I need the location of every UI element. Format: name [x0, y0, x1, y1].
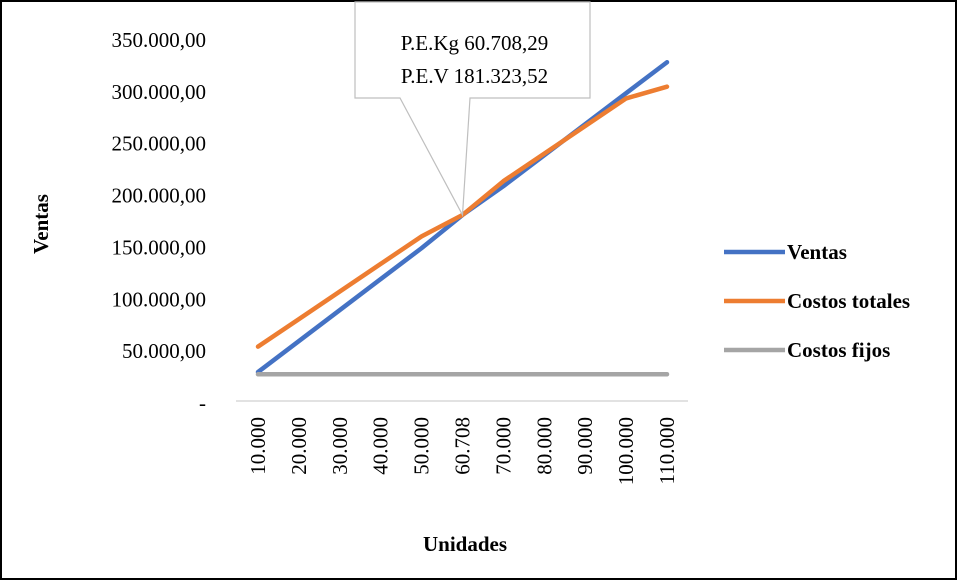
legend-label: Costos fijos [787, 338, 890, 362]
y-tick-label: 200.000,00 [112, 184, 207, 208]
x-tick-label: 80.000 [532, 417, 556, 475]
y-axis-title: Ventas [29, 194, 53, 254]
y-tick-label: 50.000,00 [122, 339, 206, 363]
x-tick-label: 90.000 [573, 417, 597, 475]
y-tick-label: 250.000,00 [112, 132, 207, 156]
x-axis-title: Unidades [423, 532, 507, 556]
legend: Ventas Costos totales Costos fijos [724, 240, 910, 362]
legend-label: Ventas [787, 240, 847, 264]
x-tick-label: 60.708 [451, 417, 475, 475]
callout-box [354, 1, 591, 218]
x-tick-label: 110.000 [655, 417, 679, 484]
x-tick-label: 10.000 [246, 417, 270, 475]
x-axis-tick-labels: 10.000 20.000 30.000 40.000 50.000 60.708 70.0… [246, 417, 679, 485]
x-tick-label: 40.000 [369, 417, 393, 475]
x-tick-label: 100.000 [614, 417, 638, 485]
x-tick-label: 50.000 [410, 417, 434, 475]
y-tick-label: 100.000,00 [112, 287, 207, 311]
y-axis-tick-labels: - 50.000,00 100.000,00 150.000,00 200.000,00… [112, 28, 207, 415]
callout-text: P.E.Kg 60.708,29 [401, 31, 549, 55]
y-tick-label: 150.000,00 [112, 235, 207, 259]
callout-text: P.E.V 181.323,52 [401, 64, 548, 88]
y-tick-label: 300.000,00 [112, 80, 207, 104]
y-tick-label: 350.000,00 [112, 28, 207, 52]
y-tick-label: - [199, 391, 206, 415]
x-tick-label: 20.000 [287, 417, 311, 475]
break-even-callout: P.E.Kg 60.708,29 P.E.V 181.323,52 [354, 1, 591, 218]
x-tick-label: 30.000 [328, 417, 352, 475]
legend-label: Costos totales [787, 289, 910, 313]
x-tick-label: 70.000 [491, 417, 515, 475]
